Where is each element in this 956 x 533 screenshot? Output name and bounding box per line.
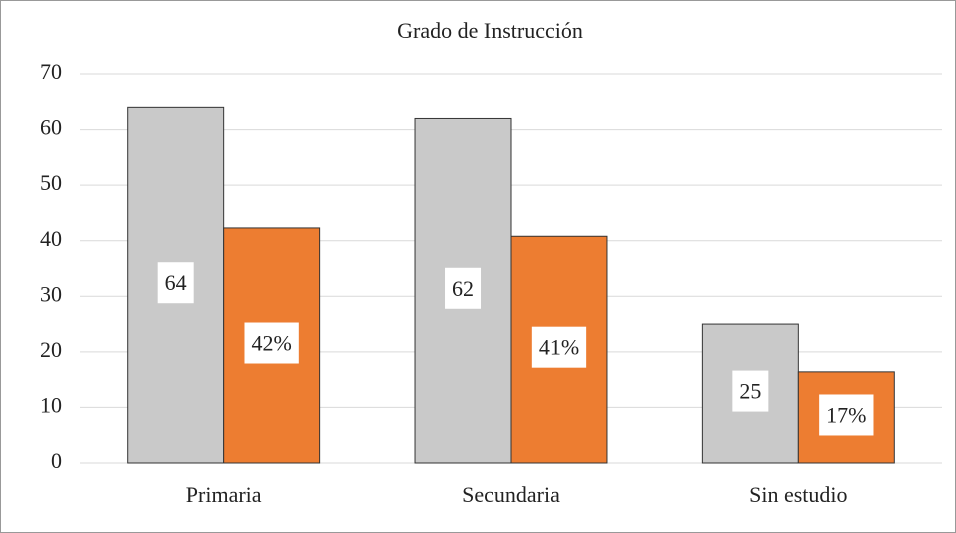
x-tick-label: Sin estudio [749, 482, 847, 507]
data-label: 62 [452, 276, 474, 301]
data-label-box [157, 262, 194, 304]
y-tick-label: 60 [40, 115, 62, 140]
data-label: 64 [165, 270, 187, 295]
chart-title: Grado de Instrucción [397, 18, 583, 43]
data-label: 17% [826, 402, 866, 427]
y-tick-label: 0 [51, 448, 62, 473]
data-label-box [819, 394, 874, 436]
y-tick-label: 40 [40, 226, 62, 251]
data-label: 25 [739, 379, 761, 404]
data-label: 41% [539, 335, 579, 360]
data-label: 42% [251, 331, 291, 356]
data-label-box [244, 322, 299, 364]
data-label-box [531, 326, 587, 368]
y-tick-label: 50 [40, 170, 62, 195]
y-tick-label: 30 [40, 281, 62, 306]
data-label-box [732, 370, 769, 412]
data-label-box [445, 267, 482, 309]
x-tick-label: Secundaria [462, 482, 560, 507]
y-tick-label: 10 [40, 392, 62, 417]
y-tick-label: 70 [40, 59, 62, 84]
x-tick-label: Primaria [186, 482, 262, 507]
y-tick-label: 20 [40, 337, 62, 362]
